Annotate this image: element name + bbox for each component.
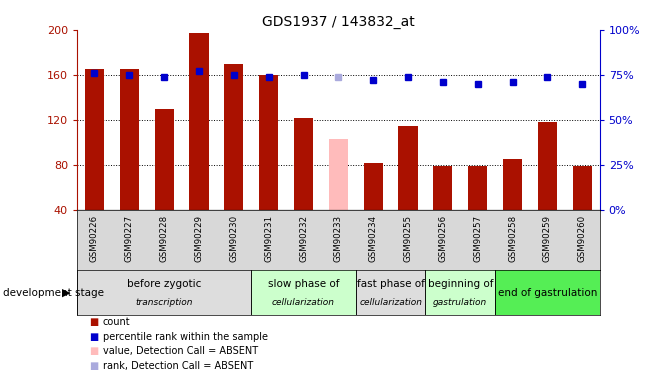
Text: GSM90260: GSM90260	[578, 215, 587, 262]
Text: ■: ■	[89, 317, 98, 327]
Text: GSM90232: GSM90232	[299, 215, 308, 262]
Bar	[190, 33, 208, 210]
Text: before zygotic: before zygotic	[127, 279, 202, 290]
Text: gastrulation: gastrulation	[433, 298, 487, 307]
Text: transcription: transcription	[135, 298, 193, 307]
Bar	[399, 126, 417, 210]
Text: GSM90257: GSM90257	[473, 215, 482, 262]
Bar	[155, 109, 174, 210]
Text: cellularization: cellularization	[272, 298, 335, 307]
Bar	[468, 166, 487, 210]
Text: GSM90228: GSM90228	[159, 215, 169, 262]
Text: GSM90231: GSM90231	[264, 215, 273, 262]
Bar	[356, 270, 425, 315]
Text: fast phase of: fast phase of	[356, 279, 425, 290]
Bar	[433, 166, 452, 210]
Text: ■: ■	[89, 332, 98, 342]
Bar	[364, 163, 383, 210]
Text: GSM90259: GSM90259	[543, 215, 552, 262]
Text: development stage: development stage	[3, 288, 105, 297]
Bar	[77, 270, 251, 315]
Text: GSM90229: GSM90229	[194, 215, 204, 262]
Bar	[503, 159, 522, 210]
Text: GSM90256: GSM90256	[438, 215, 448, 262]
Bar	[425, 270, 495, 315]
Bar	[573, 166, 592, 210]
Bar	[120, 69, 139, 210]
Bar	[495, 270, 600, 315]
Text: GSM90258: GSM90258	[508, 215, 517, 262]
Title: GDS1937 / 143832_at: GDS1937 / 143832_at	[262, 15, 415, 29]
Bar	[538, 122, 557, 210]
Text: GSM90255: GSM90255	[403, 215, 413, 262]
Bar	[85, 69, 104, 210]
Text: GSM90230: GSM90230	[229, 215, 239, 262]
Text: percentile rank within the sample: percentile rank within the sample	[103, 332, 267, 342]
Bar	[224, 64, 243, 210]
Text: end of gastrulation: end of gastrulation	[498, 288, 597, 297]
Bar	[259, 75, 278, 210]
Text: GSM90226: GSM90226	[90, 215, 99, 262]
Text: GSM90227: GSM90227	[125, 215, 134, 262]
Text: ■: ■	[89, 346, 98, 356]
Bar	[329, 139, 348, 210]
Bar	[294, 118, 313, 210]
Text: value, Detection Call = ABSENT: value, Detection Call = ABSENT	[103, 346, 258, 356]
Text: GSM90233: GSM90233	[334, 215, 343, 262]
Text: ■: ■	[89, 361, 98, 371]
Text: slow phase of: slow phase of	[268, 279, 339, 290]
Text: ▶: ▶	[62, 288, 70, 297]
Text: count: count	[103, 317, 130, 327]
Text: cellularization: cellularization	[359, 298, 422, 307]
Text: rank, Detection Call = ABSENT: rank, Detection Call = ABSENT	[103, 361, 253, 371]
Text: beginning of: beginning of	[427, 279, 493, 290]
Text: GSM90234: GSM90234	[369, 215, 378, 262]
Bar	[251, 270, 356, 315]
